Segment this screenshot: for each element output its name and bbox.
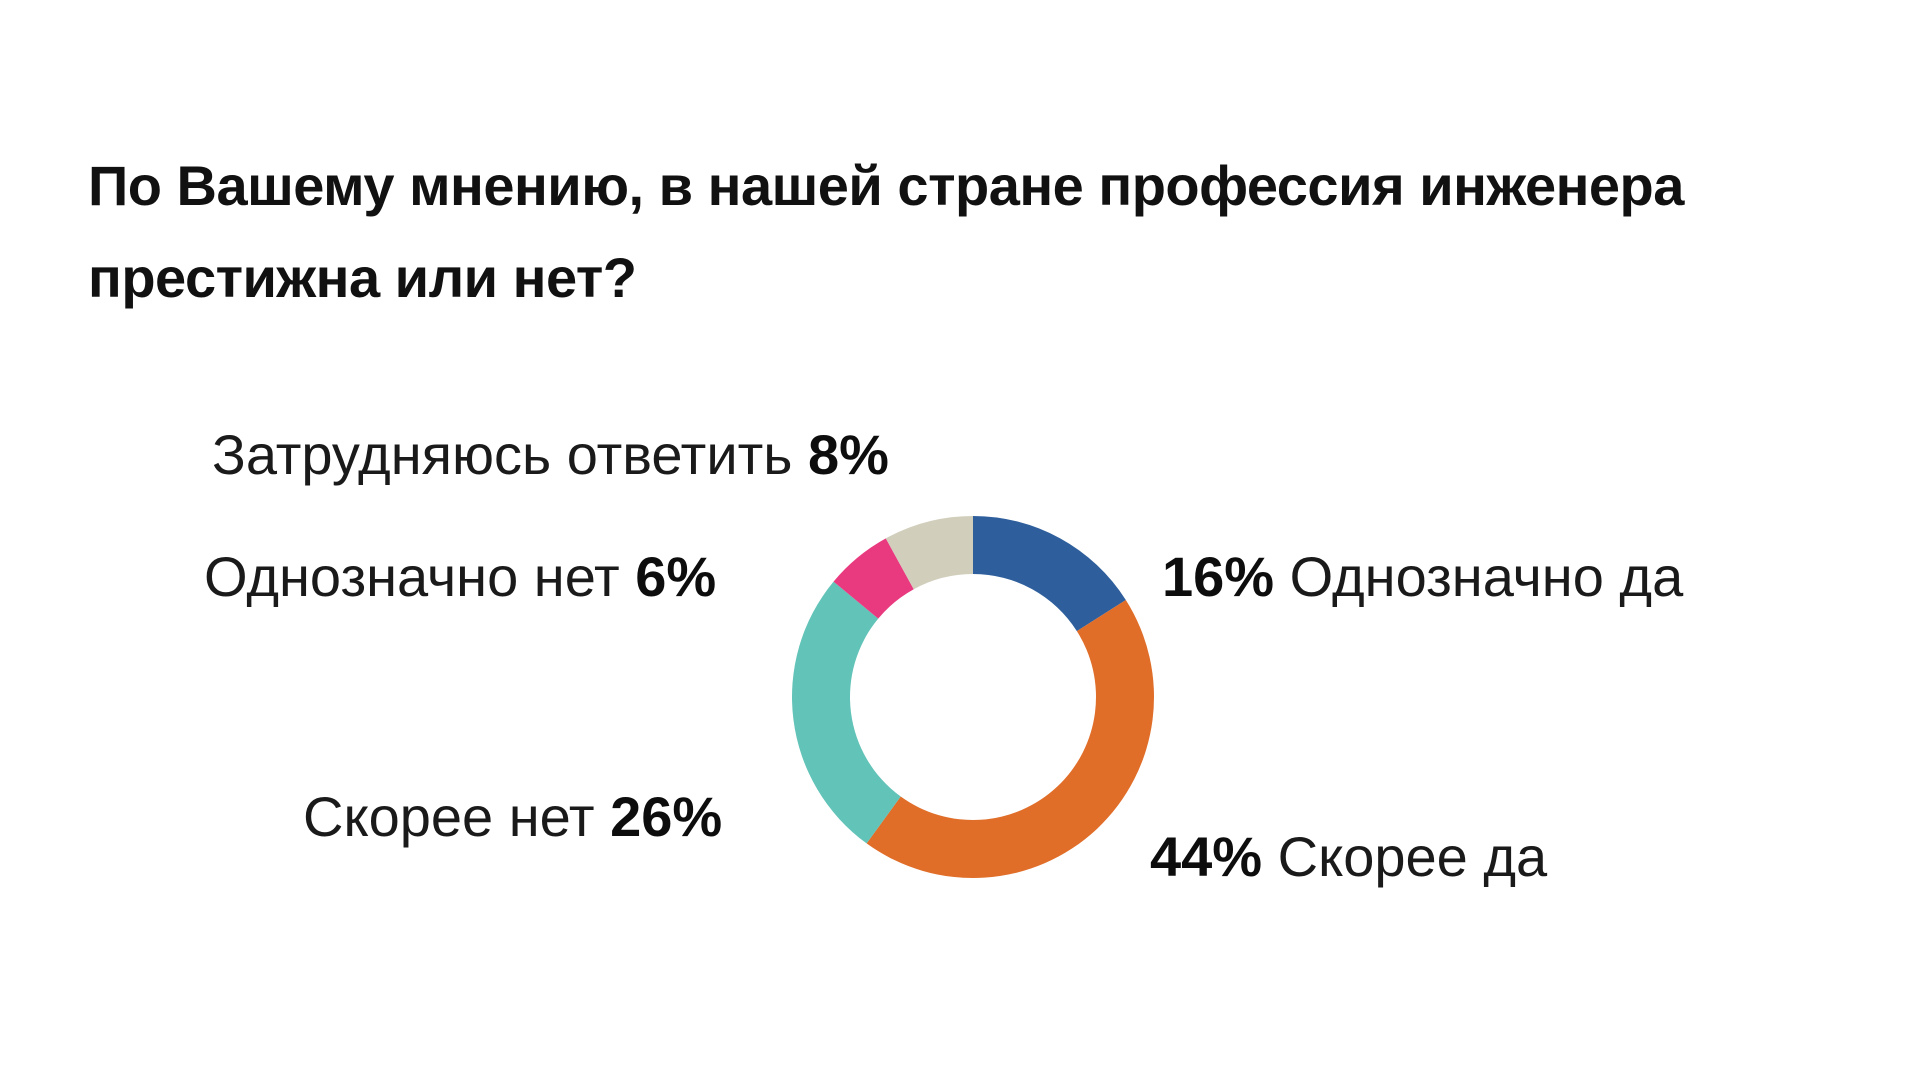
- slice-label-text: Однозначно да: [1289, 545, 1684, 608]
- slice-label-text: Скорее нет: [303, 785, 595, 848]
- chart-title: По Вашему мнению, в нашей стране професс…: [88, 154, 1684, 309]
- donut-slice-4: [885, 516, 973, 590]
- donut-slice-3: [833, 538, 914, 619]
- slice-label-skoree-net: Скорее нет 26%: [303, 782, 722, 852]
- slice-value-label: 8%: [808, 423, 889, 486]
- slice-label-text: Затрудняюсь ответить: [212, 423, 793, 486]
- slice-value-label: 26%: [610, 785, 723, 848]
- donut-slice-2: [791, 581, 901, 844]
- donut-slice-1: [866, 600, 1155, 879]
- slice-label-text: Скорее да: [1277, 825, 1548, 888]
- slice-value-label: 6%: [635, 545, 717, 608]
- slice-value-label: 16%: [1162, 545, 1275, 608]
- slice-label-odnoznachno-net: Однозначно нет 6%: [204, 542, 716, 612]
- slice-label-skoree-da: 44% Скорее да: [1150, 822, 1547, 892]
- slice-label-text: Однозначно нет: [204, 545, 620, 608]
- slice-value-label: 44%: [1150, 825, 1263, 888]
- slice-label-odnoznachno-da: 16% Однозначно да: [1162, 542, 1683, 612]
- slice-label-zatrudnyayus: Затрудняюсь ответить 8%: [212, 420, 889, 490]
- donut-slice-0: [973, 516, 1126, 632]
